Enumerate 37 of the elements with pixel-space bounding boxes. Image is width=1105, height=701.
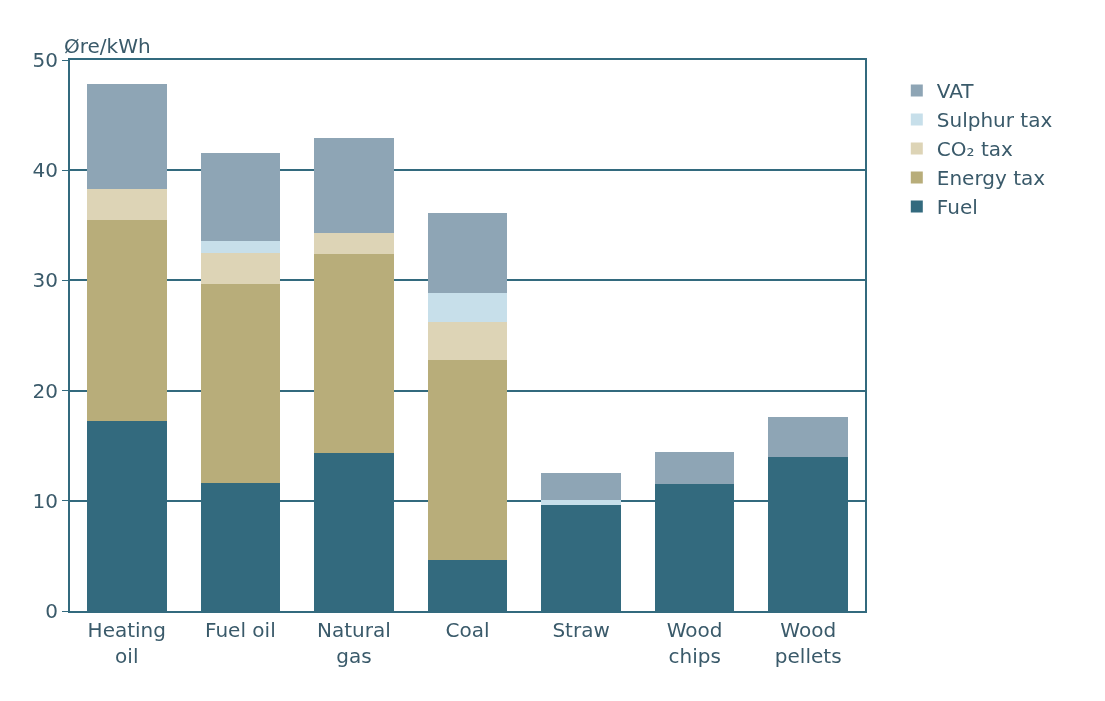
bar <box>87 188 167 220</box>
x-tick-label: Straw <box>552 618 610 642</box>
bar <box>427 322 508 360</box>
bar <box>314 233 394 254</box>
y-tick-label: 30 <box>32 268 58 293</box>
x-tick-label: Heating oil <box>87 618 166 668</box>
bar <box>87 84 167 189</box>
bar <box>427 213 508 293</box>
bar <box>768 417 848 457</box>
bar <box>200 283 281 484</box>
legend-label: Fuel <box>936 195 978 220</box>
bar <box>427 359 508 561</box>
bar <box>541 473 621 500</box>
x-tick-label: Wood pellets <box>774 618 842 668</box>
bar <box>314 253 394 454</box>
bar <box>314 138 394 234</box>
y-tick-label: 40 <box>32 158 58 183</box>
y-tick-label: 0 <box>45 599 58 623</box>
bar <box>541 499 621 506</box>
x-tick-label: Fuel oil <box>205 618 276 642</box>
bar <box>654 452 735 485</box>
legend-label: Sulphur tax <box>936 108 1053 133</box>
legend-label: CO₂ tax <box>936 137 1013 162</box>
x-tick-label: Natural gas <box>317 618 391 668</box>
legend-label: VAT <box>936 79 975 104</box>
y-axis-title: Øre/kWh <box>64 34 151 58</box>
bar <box>87 219 167 422</box>
y-tick-label: 10 <box>32 488 58 513</box>
bar <box>427 292 508 323</box>
y-tick-label: 50 <box>32 48 58 72</box>
bar <box>200 152 281 241</box>
y-tick-label: 20 <box>32 378 58 403</box>
legend-label: Energy tax <box>936 166 1046 191</box>
x-tick-label: Coal <box>445 618 490 642</box>
bar <box>200 240 281 253</box>
bar <box>200 252 281 284</box>
x-tick-label: Wood chips <box>666 618 723 668</box>
